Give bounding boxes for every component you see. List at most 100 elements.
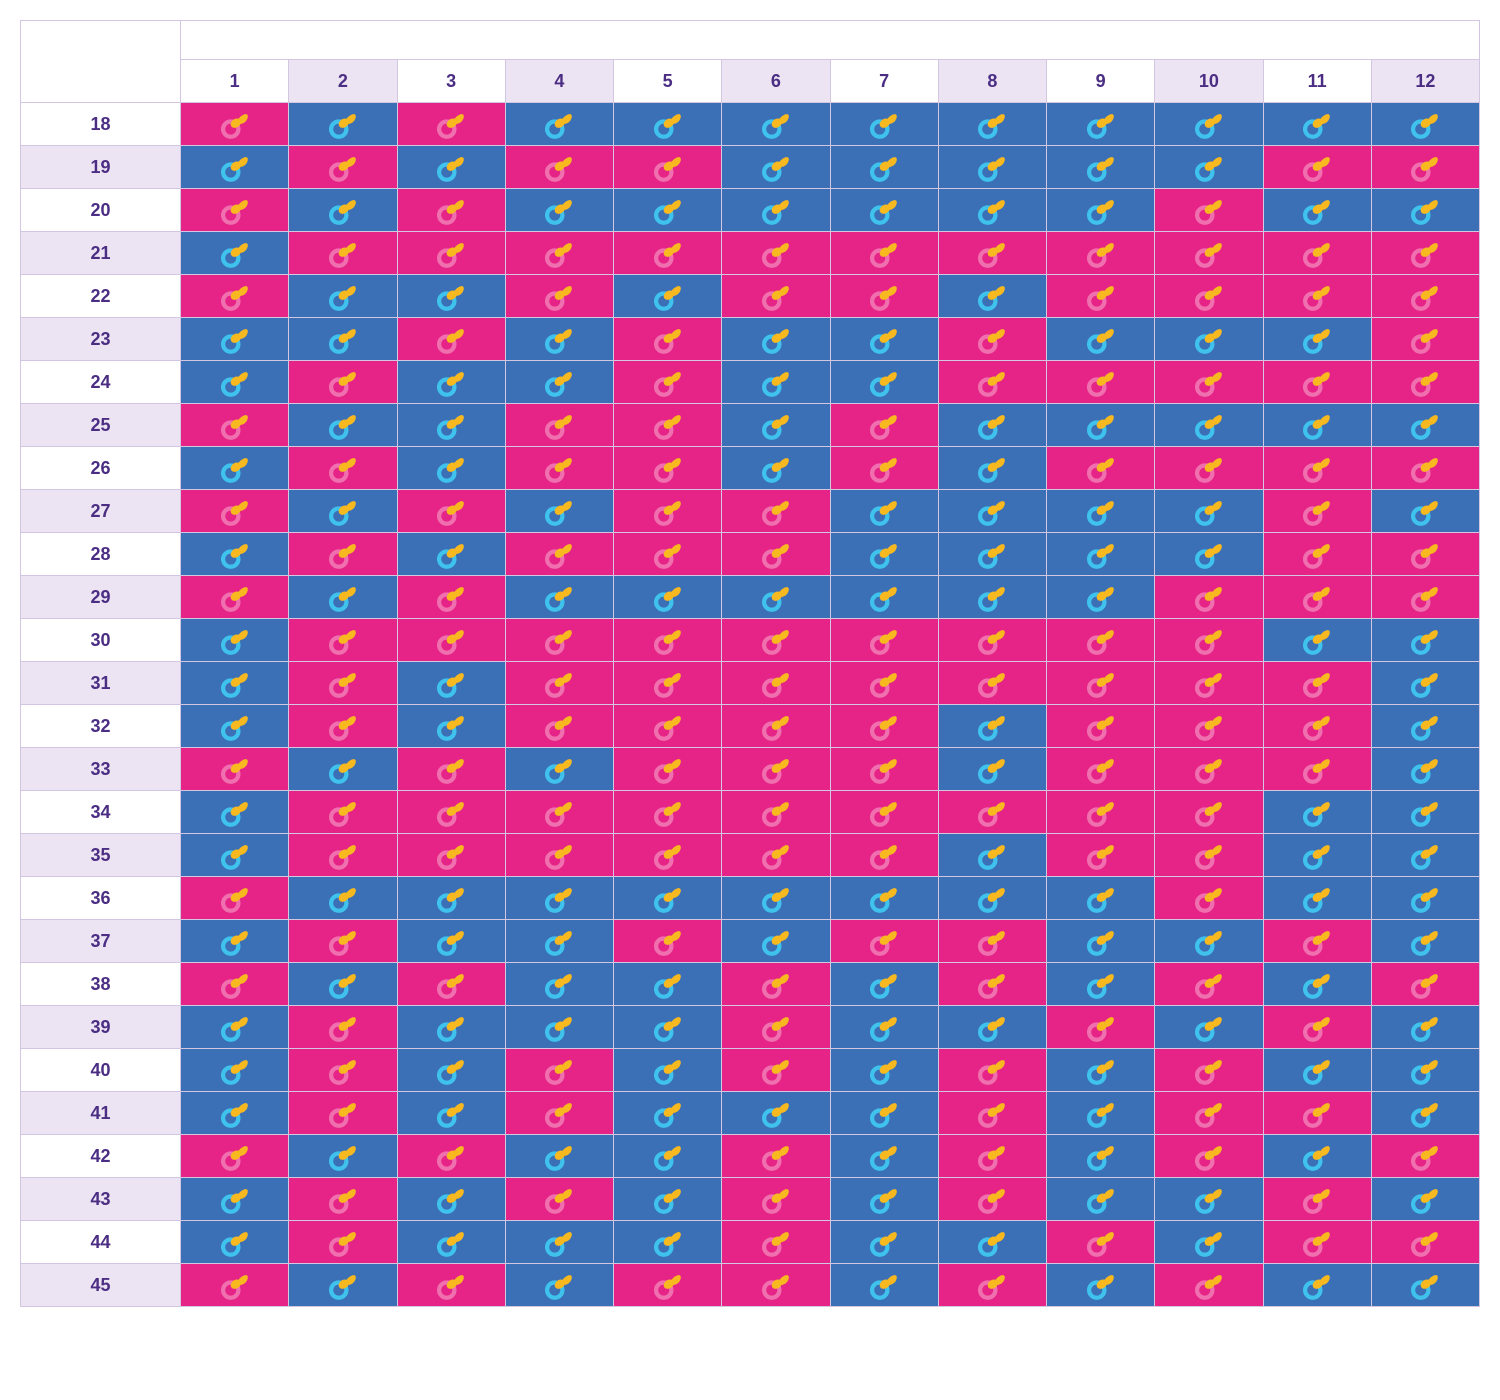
girl-cell <box>722 1178 830 1221</box>
pacifier-icon <box>975 967 1009 1001</box>
pacifier-icon <box>542 494 576 528</box>
boy-cell <box>1263 103 1371 146</box>
pacifier-icon <box>867 1010 901 1044</box>
girl-cell <box>938 619 1046 662</box>
boy-cell <box>938 103 1046 146</box>
pacifier-icon <box>218 967 252 1001</box>
pacifier-icon <box>326 537 360 571</box>
boy-cell <box>289 748 397 791</box>
boy-cell <box>1047 490 1155 533</box>
boy-cell <box>397 1221 505 1264</box>
pacifier-icon <box>1084 451 1118 485</box>
pacifier-icon <box>867 1225 901 1259</box>
pacifier-icon <box>542 537 576 571</box>
row-header: 34 <box>21 791 181 834</box>
pacifier-icon <box>1300 666 1334 700</box>
boy-cell <box>830 146 938 189</box>
pacifier-icon <box>1408 107 1442 141</box>
pacifier-icon <box>1300 1096 1334 1130</box>
boy-cell <box>830 103 938 146</box>
boy-cell <box>722 447 830 490</box>
girl-cell <box>181 189 289 232</box>
girl-cell <box>830 662 938 705</box>
pacifier-icon <box>867 709 901 743</box>
girl-cell <box>1047 791 1155 834</box>
girl-cell <box>1263 361 1371 404</box>
pacifier-icon <box>867 881 901 915</box>
girl-cell <box>505 791 613 834</box>
girl-cell <box>722 705 830 748</box>
pacifier-icon <box>1408 1268 1442 1302</box>
pacifier-icon <box>975 537 1009 571</box>
pacifier-icon <box>434 666 468 700</box>
pacifier-icon <box>1408 752 1442 786</box>
boy-cell <box>830 1135 938 1178</box>
pacifier-icon <box>1192 408 1226 442</box>
pacifier-icon <box>542 1225 576 1259</box>
pacifier-icon <box>651 537 685 571</box>
pacifier-icon <box>975 1096 1009 1130</box>
girl-cell <box>1155 275 1263 318</box>
row-header: 44 <box>21 1221 181 1264</box>
girl-cell <box>181 748 289 791</box>
boy-cell <box>181 791 289 834</box>
pacifier-icon <box>651 408 685 442</box>
boy-cell <box>505 103 613 146</box>
girl-cell <box>1263 275 1371 318</box>
boy-cell <box>938 533 1046 576</box>
girl-cell <box>1155 748 1263 791</box>
pacifier-icon <box>434 1139 468 1173</box>
boy-cell <box>289 1264 397 1307</box>
pacifier-icon <box>867 322 901 356</box>
pacifier-icon <box>1192 1010 1226 1044</box>
pacifier-icon <box>1084 322 1118 356</box>
pacifier-icon <box>326 752 360 786</box>
girl-cell <box>1155 576 1263 619</box>
girl-cell <box>289 662 397 705</box>
boy-cell <box>938 877 1046 920</box>
boy-cell <box>1371 490 1479 533</box>
girl-cell <box>1155 1092 1263 1135</box>
pacifier-icon <box>1300 279 1334 313</box>
boy-cell <box>397 705 505 748</box>
boy-cell <box>1047 1092 1155 1135</box>
girl-cell <box>1371 361 1479 404</box>
boy-cell <box>1047 1264 1155 1307</box>
girl-cell <box>397 576 505 619</box>
row-header: 35 <box>21 834 181 877</box>
pacifier-icon <box>1192 1096 1226 1130</box>
girl-cell <box>181 490 289 533</box>
pacifier-icon <box>759 408 793 442</box>
girl-cell <box>505 662 613 705</box>
pacifier-icon <box>867 1053 901 1087</box>
pacifier-icon <box>975 838 1009 872</box>
boy-cell <box>722 103 830 146</box>
pacifier-icon <box>1192 451 1226 485</box>
pacifier-icon <box>326 236 360 270</box>
boy-cell <box>505 1221 613 1264</box>
girl-cell <box>397 834 505 877</box>
pacifier-icon <box>1084 795 1118 829</box>
row-header: 41 <box>21 1092 181 1135</box>
boy-cell <box>1155 103 1263 146</box>
pacifier-icon <box>975 451 1009 485</box>
girl-cell <box>830 705 938 748</box>
pacifier-icon <box>218 451 252 485</box>
pacifier-icon <box>759 1139 793 1173</box>
pacifier-icon <box>218 494 252 528</box>
pacifier-icon <box>542 1096 576 1130</box>
pacifier-icon <box>759 193 793 227</box>
pacifier-icon <box>867 494 901 528</box>
pacifier-icon <box>218 193 252 227</box>
pacifier-icon <box>975 408 1009 442</box>
boy-cell <box>181 1092 289 1135</box>
pacifier-icon <box>1192 107 1226 141</box>
pacifier-icon <box>1084 1139 1118 1173</box>
boy-cell <box>614 275 722 318</box>
boy-cell <box>614 1221 722 1264</box>
pacifier-icon <box>975 150 1009 184</box>
pacifier-icon <box>326 666 360 700</box>
column-header: 4 <box>505 60 613 103</box>
girl-cell <box>1047 705 1155 748</box>
girl-cell <box>397 963 505 1006</box>
